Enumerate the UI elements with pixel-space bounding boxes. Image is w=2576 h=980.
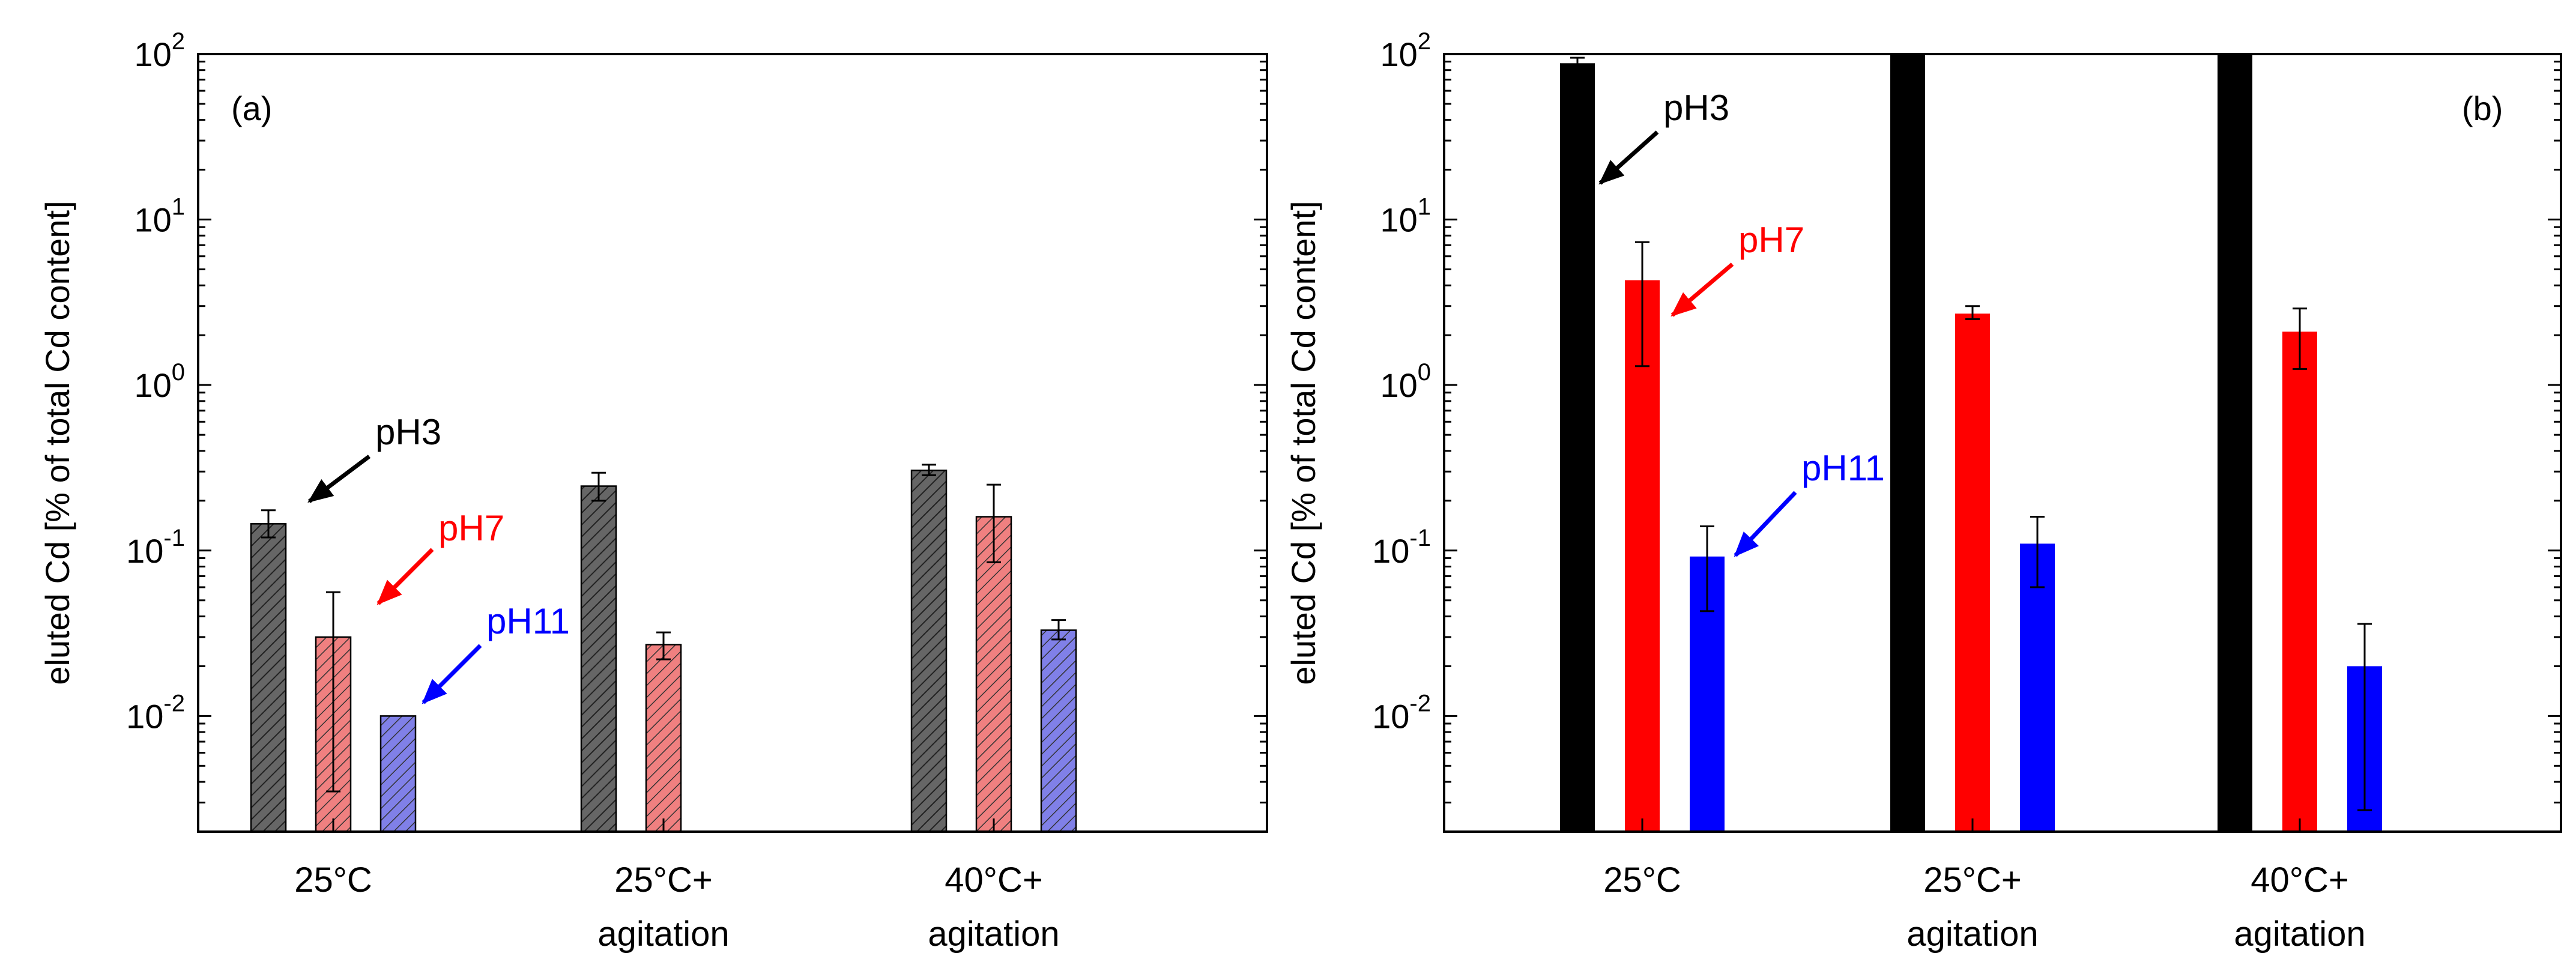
plot-frame bbox=[1443, 53, 2562, 833]
annotation-label-ph3: pH3 bbox=[375, 412, 441, 452]
error-bar-ph3-cat0 bbox=[1570, 56, 1585, 68]
y-tick-label: 102 bbox=[1380, 28, 1431, 73]
y-tick-label: 102 bbox=[134, 28, 185, 73]
error-bar-ph7-cat0 bbox=[326, 591, 340, 793]
error-bar-ph3-cat2 bbox=[922, 464, 936, 476]
error-bar-ph7-cat0 bbox=[1635, 241, 1649, 368]
panel-label: (b) bbox=[2462, 89, 2503, 127]
y-tick-label: 101 bbox=[134, 194, 185, 239]
annotation-label-ph3: pH3 bbox=[1663, 88, 1729, 128]
y-axis-title: eluted Cd [% of total Cd content] bbox=[38, 201, 76, 685]
x-tick-label: 25°C bbox=[1603, 861, 1681, 900]
error-bar-ph7-cat1 bbox=[1965, 305, 1980, 321]
x-tick-label-line2: agitation bbox=[2234, 915, 2365, 954]
error-bar-ph11-cat2 bbox=[2357, 623, 2372, 811]
error-bar-ph7-cat2 bbox=[987, 483, 1001, 563]
bar-ph7-cat0 bbox=[1625, 280, 1660, 832]
y-tick-label: 101 bbox=[1380, 194, 1431, 239]
x-tick-label: 25°C bbox=[294, 861, 372, 900]
bar-ph3-cat0 bbox=[1560, 63, 1595, 832]
annotation-label-ph11: pH11 bbox=[1801, 448, 1885, 488]
y-tick-label: 10-1 bbox=[1372, 525, 1431, 570]
bar-ph3-cat2 bbox=[910, 470, 948, 833]
annotation-arrow-ph7 bbox=[376, 548, 434, 605]
y-tick-label: 100 bbox=[1380, 359, 1431, 404]
x-tick-label: 40°C+ bbox=[945, 861, 1042, 900]
bar-ph7-cat1 bbox=[645, 644, 682, 833]
annotation-arrow-ph7 bbox=[1670, 262, 1734, 317]
y-tick-label: 10-2 bbox=[126, 690, 185, 735]
panel-label: (a) bbox=[231, 89, 272, 127]
error-bar-ph3-cat1 bbox=[591, 471, 606, 502]
annotation-label-ph11: pH11 bbox=[486, 601, 570, 641]
x-tick-label-line2: agitation bbox=[597, 915, 729, 954]
bar-ph11-cat2 bbox=[1040, 629, 1077, 833]
annotation-arrow-ph3 bbox=[307, 455, 371, 503]
bar-ph7-cat2 bbox=[975, 516, 1012, 833]
error-bar-ph11-cat1 bbox=[2030, 516, 2045, 588]
bar-ph11-cat0 bbox=[379, 715, 417, 833]
x-tick-label: 40°C+ bbox=[2251, 861, 2348, 900]
bar-ph7-cat1 bbox=[1955, 313, 1990, 832]
error-bar-ph3-cat0 bbox=[261, 509, 276, 539]
plot-frame bbox=[197, 53, 1268, 833]
bar-ph3-cat0 bbox=[250, 523, 287, 833]
y-tick-label: 100 bbox=[134, 359, 185, 404]
y-tick-label: 10-2 bbox=[1372, 690, 1431, 735]
y-tick-label: 10-1 bbox=[126, 525, 185, 570]
x-tick-label-line2: agitation bbox=[1906, 915, 2038, 954]
y-axis-ticks bbox=[198, 53, 1267, 833]
annotation-arrow-ph11 bbox=[422, 644, 482, 704]
bar-ph3-cat2 bbox=[2218, 54, 2252, 832]
x-tick-label-line2: agitation bbox=[928, 915, 1059, 954]
error-bar-ph11-cat0 bbox=[1700, 525, 1714, 612]
error-bar-ph7-cat1 bbox=[656, 631, 671, 661]
annotation-arrow-ph3 bbox=[1598, 130, 1659, 185]
bar-ph11-cat1 bbox=[2020, 543, 2055, 832]
x-tick-label: 25°C+ bbox=[614, 861, 712, 900]
annotation-arrow-ph11 bbox=[1734, 491, 1797, 557]
bar-ph3-cat1 bbox=[1890, 54, 1925, 832]
error-bar-ph7-cat2 bbox=[2293, 307, 2307, 370]
bar-ph7-cat2 bbox=[2282, 331, 2317, 832]
bar-ph3-cat1 bbox=[580, 485, 617, 833]
chart-panel-a: 10-2 10-1 100 101 102 25°C 25°C+ agitation 40°C+… bbox=[38, 28, 1268, 954]
y-axis-ticks bbox=[1444, 53, 2561, 833]
annotation-label-ph7: pH7 bbox=[438, 508, 504, 548]
x-tick-label: 25°C+ bbox=[1923, 861, 2021, 900]
error-bar-ph11-cat2 bbox=[1051, 619, 1066, 641]
annotation-label-ph7: pH7 bbox=[1738, 220, 1804, 260]
chart-panel-b: 10-2 10-1 100 101 102 25°C 25°C+ agitation 40°C+… bbox=[1284, 28, 2562, 954]
y-axis-title: eluted Cd [% of total Cd content] bbox=[1284, 201, 1322, 685]
